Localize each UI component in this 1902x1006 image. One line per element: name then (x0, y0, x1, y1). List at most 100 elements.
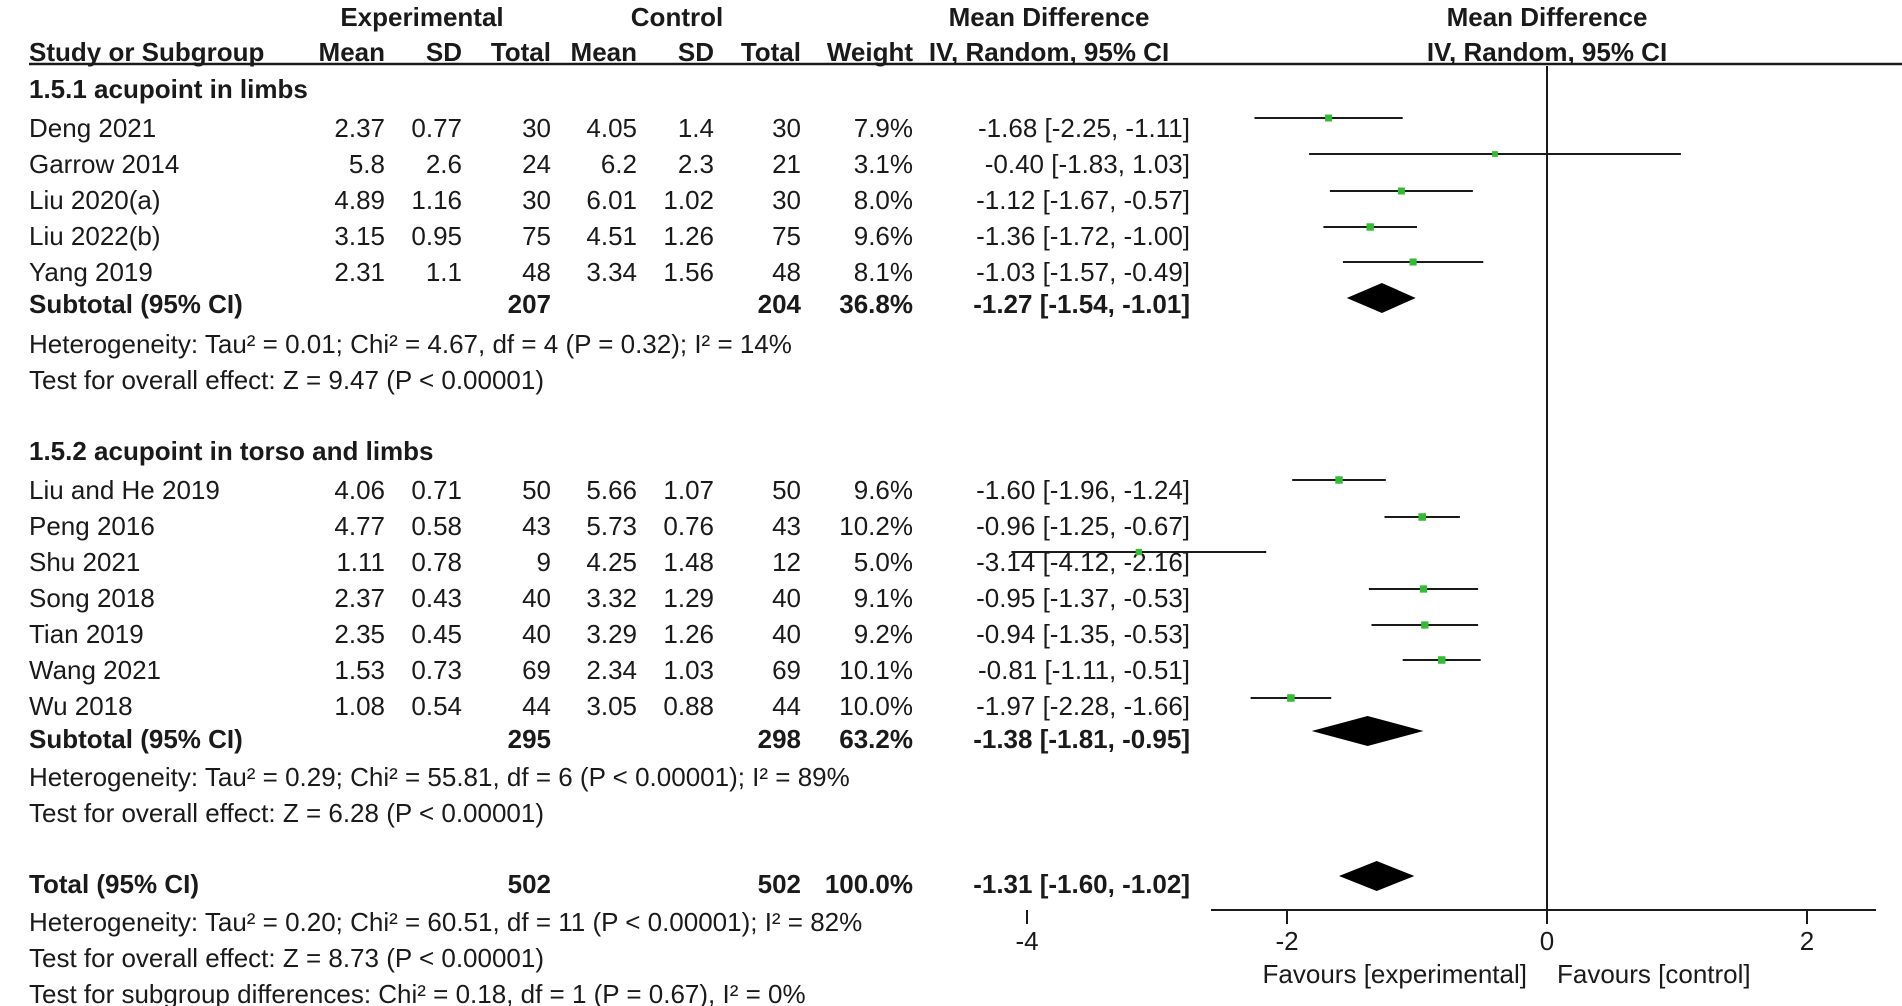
mean-difference-ci: -1.68 [-2.25, -1.11] (978, 113, 1190, 143)
exp-total: 75 (522, 221, 551, 251)
plot-marks (1011, 66, 1681, 910)
weight: 9.6% (854, 221, 913, 251)
weight: 3.1% (854, 149, 913, 179)
subgroup-differences-text: Test for subgroup differences: Chi² = 0.… (29, 979, 806, 1006)
ctl-total: 75 (772, 221, 801, 251)
ctl-total: 30 (772, 113, 801, 143)
mean-difference-ci: -0.81 [-1.11, -0.51] (978, 655, 1190, 685)
total-ci: -1.31 [-1.60, -1.02] (973, 869, 1190, 899)
ctl-total: 21 (772, 149, 801, 179)
weight: 8.1% (854, 257, 913, 287)
ctl-mean: 5.66 (586, 475, 637, 505)
exp-mean: 4.06 (334, 475, 385, 505)
summary-diamond (1346, 283, 1416, 313)
study-row: Yang 2019 2.31 1.1 48 3.34 1.56 48 8.1% … (29, 257, 1190, 287)
study-point (1419, 585, 1428, 593)
ctl-total: 12 (772, 547, 801, 577)
weight: 10.0% (839, 691, 913, 721)
weight: 10.1% (839, 655, 913, 685)
mean-difference-ci: -1.03 [-1.57, -0.49] (976, 257, 1190, 287)
exp-total: 69 (522, 655, 551, 685)
study-point (1335, 476, 1343, 484)
exp-sd: 0.54 (411, 691, 462, 721)
subgroup-1-5-1: 1.5.1 acupoint in limbs Deng 2021 2.37 0… (29, 74, 1190, 395)
study-name: Wu 2018 (29, 691, 133, 721)
study-name: Liu and He 2019 (29, 475, 220, 505)
subtotal-ci: -1.38 [-1.81, -0.95] (973, 724, 1190, 754)
weight: 8.0% (854, 185, 913, 215)
ctl-sd: 2.3 (678, 149, 714, 179)
study-name: Wang 2021 (29, 655, 161, 685)
ctl-total: 43 (772, 511, 801, 541)
total-ctl-total: 502 (758, 869, 801, 899)
study-point (1397, 187, 1405, 195)
study-row: Tian 2019 2.35 0.45 40 3.29 1.26 40 9.2%… (29, 619, 1190, 649)
study-point (1287, 694, 1295, 702)
exp-mean: 2.37 (334, 583, 385, 613)
exp-total: 50 (522, 475, 551, 505)
subtotal-ctl-total: 204 (758, 289, 802, 319)
summary-diamond (1311, 716, 1424, 746)
ctl-total: 50 (772, 475, 801, 505)
ctl-total: 40 (772, 619, 801, 649)
study-name: Shu 2021 (29, 547, 140, 577)
exp-sd: 0.73 (411, 655, 462, 685)
study-point (1409, 258, 1417, 266)
ctl-sd: 1.03 (663, 655, 714, 685)
exp-mean: 2.37 (334, 113, 385, 143)
subtotal-exp-total: 207 (508, 289, 551, 319)
exp-mean: 2.31 (334, 257, 385, 287)
exp-total: 43 (522, 511, 551, 541)
exp-sd: 0.45 (411, 619, 462, 649)
total-row: Total (95% CI) 502 502 100.0% -1.31 [-1.… (29, 869, 1190, 899)
total-label: Total (95% CI) (29, 869, 199, 899)
weight: 7.9% (854, 113, 913, 143)
ctl-total: 69 (772, 655, 801, 685)
weight: 10.2% (839, 511, 913, 541)
weight: 5.0% (854, 547, 913, 577)
ctl-mean: 3.05 (586, 691, 637, 721)
footer: Heterogeneity: Tau² = 0.20; Chi² = 60.51… (29, 907, 862, 1006)
ctl-sd: 1.4 (678, 113, 714, 143)
exp-mean: 5.8 (349, 149, 385, 179)
overall-effect-text: Test for overall effect: Z = 6.28 (P < 0… (29, 798, 544, 828)
ctl-mean: 2.34 (586, 655, 637, 685)
col-exp-sd-header: SD (426, 37, 462, 67)
ctl-mean: 3.32 (586, 583, 637, 613)
heterogeneity-text: Heterogeneity: Tau² = 0.29; Chi² = 55.81… (29, 762, 850, 792)
exp-mean: 1.08 (334, 691, 385, 721)
study-point (1418, 513, 1426, 521)
group-experimental-label: Experimental (340, 2, 503, 32)
mean-difference-ci: -1.12 [-1.67, -0.57] (976, 185, 1190, 215)
study-row: Liu 2022(b) 3.15 0.95 75 4.51 1.26 75 9.… (29, 221, 1190, 251)
study-name: Deng 2021 (29, 113, 156, 143)
study-point (1366, 223, 1374, 231)
table-header: Experimental Control Mean Difference Mea… (29, 2, 1902, 67)
study-row: Shu 2021 1.11 0.78 9 4.25 1.48 12 5.0% -… (29, 547, 1190, 577)
study-row: Liu 2020(a) 4.89 1.16 30 6.01 1.02 30 8.… (29, 185, 1190, 215)
exp-sd: 2.6 (426, 149, 462, 179)
subgroup-1-5-2: 1.5.2 acupoint in torso and limbs Liu an… (29, 436, 1190, 828)
study-row: Liu and He 2019 4.06 0.71 50 5.66 1.07 5… (29, 475, 1190, 505)
study-point (1325, 114, 1333, 122)
total-weight: 100.0% (825, 869, 913, 899)
subtotal-row: Subtotal (95% CI) 207 204 36.8% -1.27 [-… (29, 289, 1190, 319)
overall-effect-text: Test for overall effect: Z = 9.47 (P < 0… (29, 365, 544, 395)
study-row: Song 2018 2.37 0.43 40 3.32 1.29 40 9.1%… (29, 583, 1190, 613)
ctl-total: 40 (772, 583, 801, 613)
col-ctl-mean-header: Mean (571, 37, 637, 67)
md-plot-column-title: Mean Difference (1447, 2, 1648, 32)
weight: 9.6% (854, 475, 913, 505)
exp-mean: 2.35 (334, 619, 385, 649)
subgroup-title: 1.5.2 acupoint in torso and limbs (29, 436, 434, 466)
favours-control-label: Favours [control] (1557, 959, 1751, 989)
mean-difference-ci: -0.94 [-1.35, -0.53] (976, 619, 1190, 649)
subtotal-ci: -1.27 [-1.54, -1.01] (973, 289, 1190, 319)
ctl-sd: 1.02 (663, 185, 714, 215)
ctl-mean: 4.05 (586, 113, 637, 143)
x-axis: -4-2024 (1015, 909, 1876, 956)
col-study-header: Study or Subgroup (29, 37, 264, 67)
x-tick-label: 2 (1800, 926, 1814, 956)
exp-sd: 1.1 (426, 257, 462, 287)
subtotal-exp-total: 295 (508, 724, 551, 754)
